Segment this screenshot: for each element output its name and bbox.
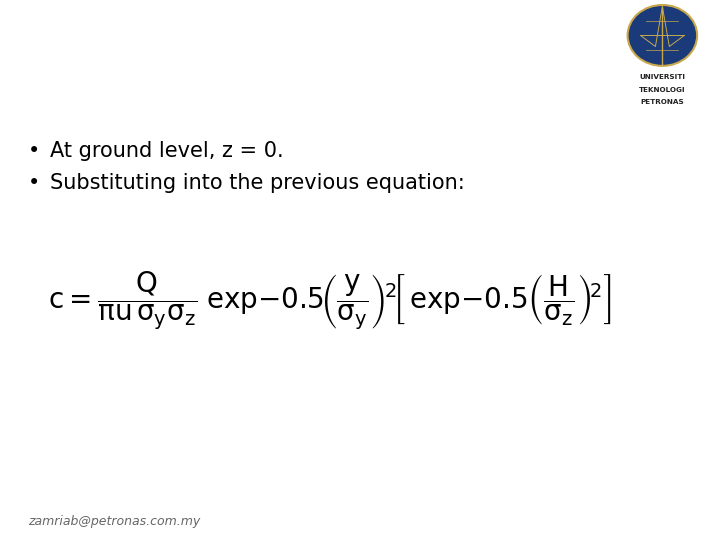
Text: $\mathsf{c = \dfrac{Q}{\pi u\,\sigma_y\sigma_z}\;exp{-}0.5\!\left(\dfrac{y}{\sig: $\mathsf{c = \dfrac{Q}{\pi u\,\sigma_y\s… — [48, 269, 612, 332]
Text: zamriab@petronas.com.my: zamriab@petronas.com.my — [28, 515, 200, 528]
Text: TEKNOLOGI: TEKNOLOGI — [639, 86, 685, 93]
Text: •: • — [28, 173, 40, 193]
Text: •: • — [28, 140, 40, 160]
Ellipse shape — [628, 5, 697, 66]
Text: Substituting into the previous equation:: Substituting into the previous equation: — [50, 173, 464, 193]
Text: Diffusion Model – Gaussian Plume: Diffusion Model – Gaussian Plume — [72, 27, 549, 51]
Text: UNIVERSITI: UNIVERSITI — [639, 75, 685, 80]
Text: At ground level, z = 0.: At ground level, z = 0. — [50, 140, 284, 160]
Text: PETRONAS: PETRONAS — [641, 99, 684, 105]
Text: Ground level concentration, simplified: Ground level concentration, simplified — [39, 71, 582, 95]
